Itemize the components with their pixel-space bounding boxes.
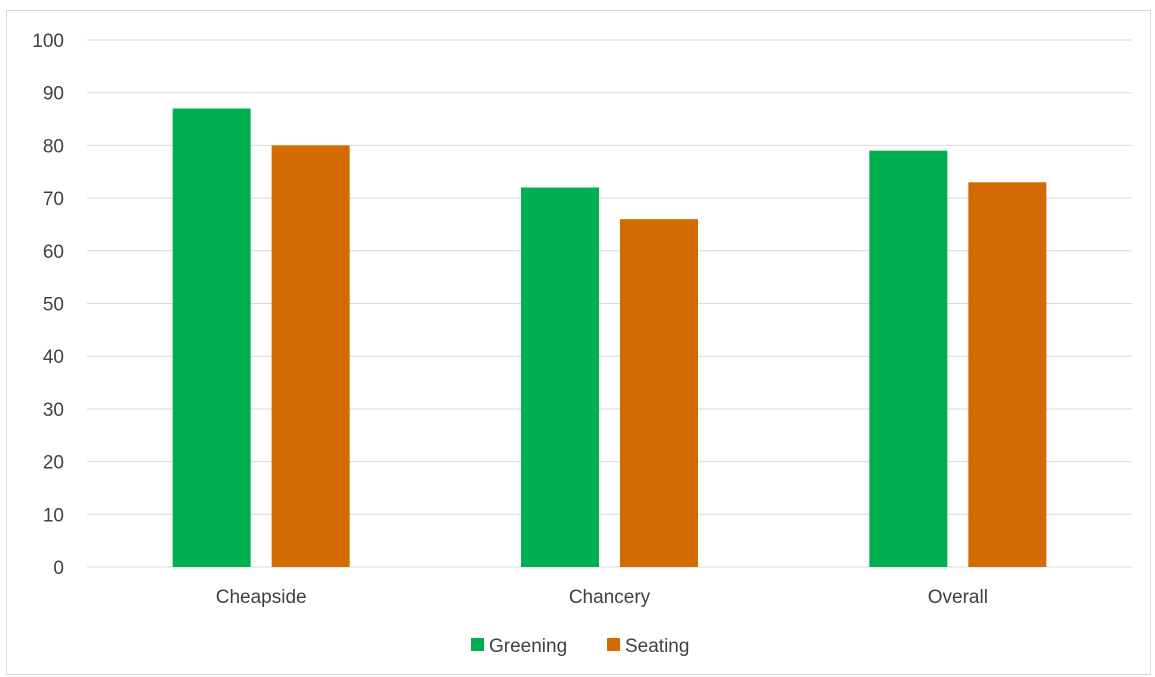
y-tick-label: 50	[43, 295, 64, 316]
gridlines	[87, 39, 1132, 568]
bar-seating-overall	[968, 182, 1047, 568]
bar-greening-chancery	[521, 187, 599, 567]
y-axis-tick-labels: 0 10 20 30 40 50 60 70 80 90 100	[32, 31, 64, 579]
legend-swatch-seating	[607, 638, 620, 651]
legend-label-greening: Greening	[489, 636, 567, 657]
bar-greening-cheapside	[172, 108, 251, 567]
y-tick-label: 10	[43, 505, 64, 526]
y-tick-label: 100	[32, 31, 64, 52]
y-tick-label: 70	[43, 189, 64, 210]
bar-greening-overall	[869, 150, 948, 568]
y-tick-label: 30	[43, 400, 64, 421]
y-tick-label: 40	[43, 347, 64, 368]
legend-label-seating: Seating	[625, 636, 689, 657]
x-tick-label: Overall	[928, 587, 988, 608]
x-tick-label: Chancery	[569, 587, 651, 608]
bar-seating-cheapside	[271, 145, 350, 567]
x-axis-tick-labels: Cheapside Chancery Overall	[216, 587, 988, 608]
y-tick-label: 80	[43, 136, 64, 157]
bars	[172, 108, 1047, 568]
y-tick-label: 90	[43, 84, 64, 105]
legend-swatch-greening	[471, 638, 484, 651]
legend: Greening Seating	[471, 636, 689, 657]
bar-seating-chancery	[620, 219, 698, 567]
x-tick-label: Cheapside	[216, 587, 307, 608]
y-tick-label: 20	[43, 453, 64, 474]
y-tick-label: 60	[43, 242, 64, 263]
y-tick-label: 0	[53, 558, 64, 579]
